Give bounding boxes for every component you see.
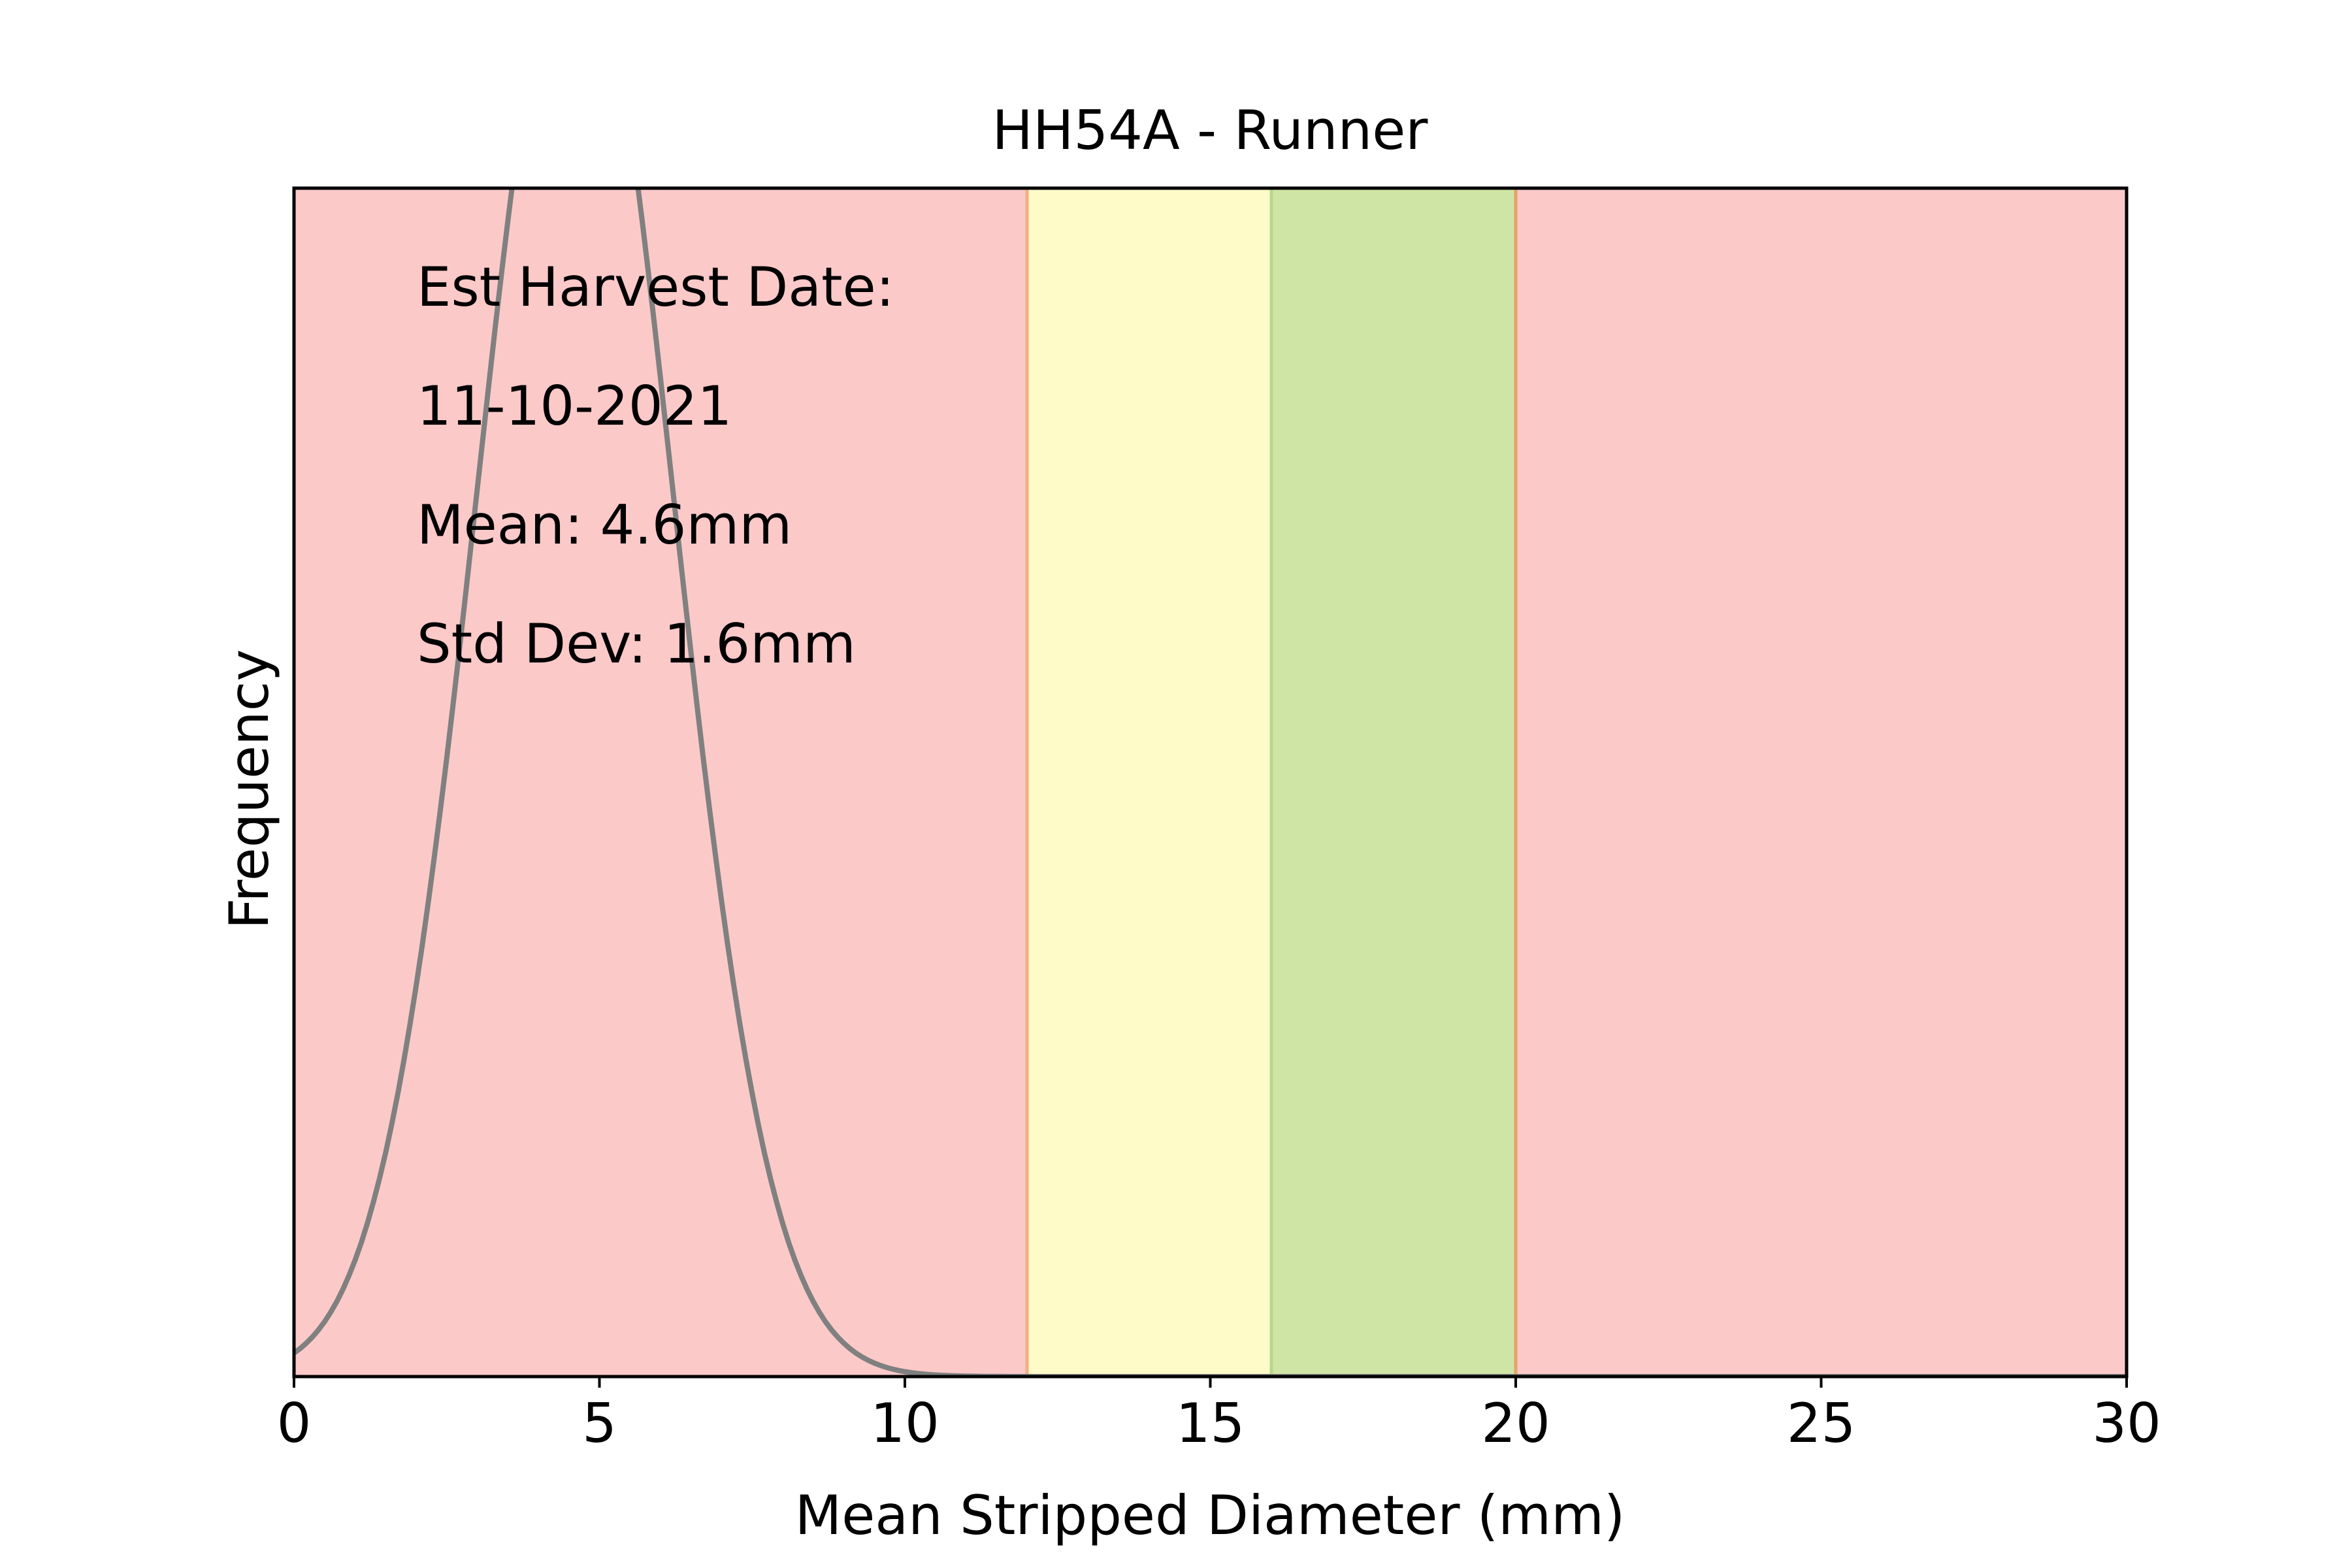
chart-title: HH54A - Runner: [992, 99, 1429, 162]
range-bands: [294, 188, 2127, 1377]
x-tick-label-5: 5: [582, 1392, 617, 1455]
range-band-2: [1271, 188, 1516, 1377]
std-dev-annotation: Std Dev: 1.6mm: [417, 612, 856, 676]
range-band-edges: [1025, 188, 1518, 1377]
x-tick-label-25: 25: [1787, 1392, 1856, 1455]
x-axis-label: Mean Stripped Diameter (mm): [795, 1484, 1625, 1547]
harvest-date-label: Est Harvest Date:: [417, 255, 894, 319]
y-axis-label: Frequency: [218, 649, 281, 930]
x-tick-label-20: 20: [1481, 1392, 1550, 1455]
x-tick-label-10: 10: [870, 1392, 939, 1455]
x-axis-ticks: 0 5 10 15 20 25 30: [277, 1377, 2161, 1455]
range-band-3: [1516, 188, 2127, 1377]
harvest-date-value: 11-10-2021: [417, 374, 732, 438]
range-band-1: [1027, 188, 1271, 1377]
x-tick-label-0: 0: [277, 1392, 312, 1455]
mean-annotation: Mean: 4.6mm: [417, 493, 792, 557]
x-tick-label-15: 15: [1176, 1392, 1245, 1455]
x-tick-label-30: 30: [2092, 1392, 2161, 1455]
